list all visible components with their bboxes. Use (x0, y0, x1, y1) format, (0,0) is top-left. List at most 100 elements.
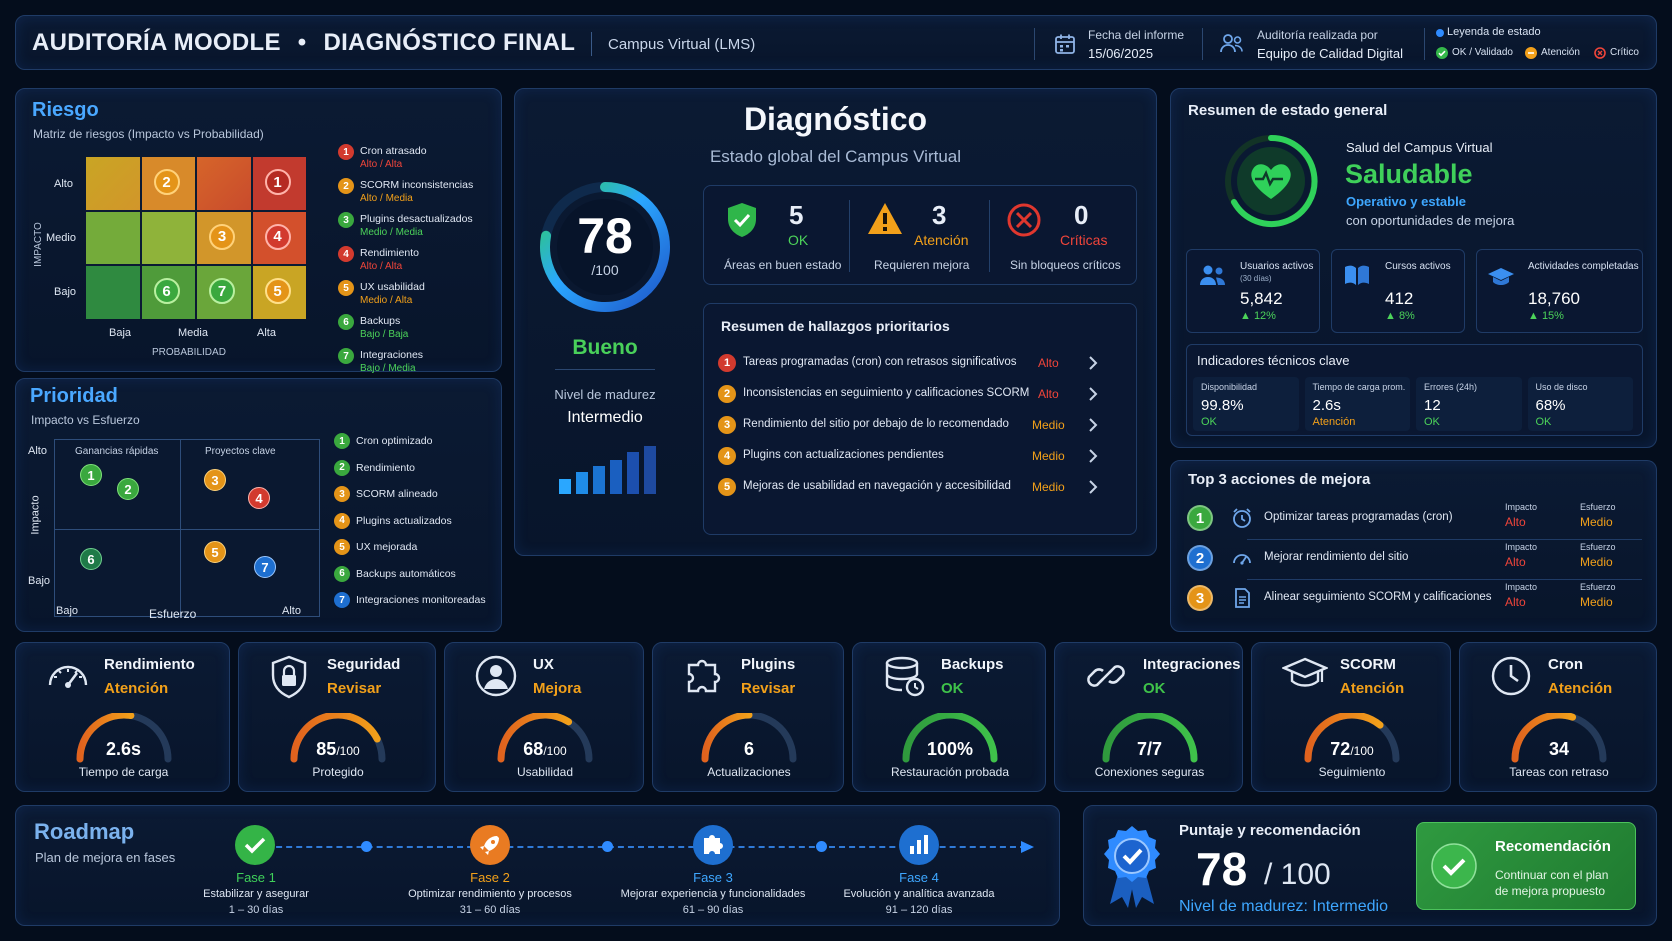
priority-marker-6[interactable]: 6 (80, 548, 102, 570)
book-icon (1344, 264, 1370, 286)
area-card-plugins[interactable]: Plugins Revisar 6 Actualizaciones (652, 642, 844, 792)
finding-row[interactable]: 2 Inconsistencias en seguimiento y califi… (718, 383, 1124, 407)
area-card-rendimiento[interactable]: Rendimiento Atención 2.6s Tiempo de carga (15, 642, 230, 792)
area-card-cron[interactable]: Cron Atención 34 Tareas con retraso (1459, 642, 1657, 792)
header-divider-3 (1424, 28, 1425, 60)
action-row[interactable]: 3 Alinear seguimiento SCORM y calificacio… (1187, 581, 1647, 615)
phase-3-desc: Mejorar experiencia y funcionalidades (620, 888, 806, 900)
score-ring-inner (557, 199, 653, 295)
phase-1-days: 1 – 30 días (228, 904, 284, 916)
area-card-seguridad[interactable]: Seguridad Revisar 85/100 Protegido (238, 642, 436, 792)
chevron-right-icon[interactable] (1088, 448, 1098, 464)
action-number: 2 (1187, 545, 1213, 571)
findings-box: Resumen de hallazgos prioritarios 1 Tarea… (703, 303, 1137, 535)
action-row[interactable]: 2 Mejorar rendimiento del sitio Impacto Alt… (1187, 541, 1647, 580)
area-status: Atención (1548, 680, 1613, 697)
tech-indicator: Tiempo de carga prom. 2.6s Atención (1304, 377, 1410, 431)
attention-count: 3 (932, 200, 947, 230)
link-icon (1085, 655, 1127, 697)
area-caption: Seguimiento (1318, 765, 1386, 779)
area-name: Plugins (741, 656, 796, 673)
summary-title: Resumen de estado general (1188, 102, 1388, 119)
risk-cell: 1 (252, 157, 306, 210)
priority-legend-number: 4 (334, 512, 350, 529)
finding-number: 2 (718, 385, 736, 403)
tech-indicator-label: Tiempo de carga prom. (1312, 382, 1406, 392)
priority-marker-5[interactable]: 5 (204, 541, 226, 563)
users-icon (1199, 264, 1227, 286)
risk-cell (197, 157, 251, 210)
gauge-fill (290, 713, 381, 763)
priority-legend-item: 6 Backups automáticos (334, 565, 499, 586)
risk-cell: 3 (197, 211, 251, 265)
phase-1-check-icon[interactable] (234, 824, 276, 866)
area-value: 2.6s (16, 739, 231, 760)
kpi-users-label: Usuarios activos (1240, 261, 1314, 272)
priority-marker-7[interactable]: 7 (254, 556, 276, 578)
priority-legend-item: 3 SCORM alineado (334, 486, 499, 506)
risk-marker-7[interactable]: 7 (209, 278, 235, 305)
finding-row[interactable]: 5 Mejoras de usabilidad en navegación y a… (718, 476, 1124, 500)
phase-2-days: 31 – 60 días (459, 904, 521, 916)
phase-2-rocket-icon[interactable] (469, 824, 511, 866)
area-name: Rendimiento (104, 656, 195, 673)
risk-marker-6[interactable]: 6 (153, 278, 180, 305)
area-card-integraciones[interactable]: Integraciones OK 7/7 Conexiones seguras (1054, 642, 1243, 792)
area-value: 7/7 (1055, 739, 1244, 760)
priority-marker-1[interactable]: 1 (80, 464, 102, 486)
risk-legend-item: 2 SCORM inconsistencias Alto / Media (338, 178, 498, 210)
area-card-backups[interactable]: Backups OK 100% Restauración probada (852, 642, 1046, 792)
recommendation-card[interactable]: Recomendación Continuar con el plan de m… (1416, 822, 1636, 910)
phase-4-analytics-icon[interactable] (898, 824, 940, 866)
area-card-ux[interactable]: UX Mejora 68/100 Usabilidad (444, 642, 644, 792)
risk-marker-1[interactable]: 1 (264, 169, 291, 195)
action-number: 3 (1187, 585, 1213, 611)
chevron-right-icon[interactable] (1088, 479, 1098, 495)
action-effort-value: Medio (1580, 595, 1613, 609)
chevron-right-icon[interactable] (1088, 355, 1098, 371)
document-icon (1231, 587, 1253, 609)
area-card-scorm[interactable]: SCORM Atención 72/100 Seguimiento (1251, 642, 1451, 792)
recommendation-title: Recomendación (1495, 838, 1611, 855)
priority-legend-name: Plugins actualizados (356, 514, 452, 527)
area-value: 34 (1460, 739, 1658, 760)
kpi-activities-delta: ▲ 15% (1528, 310, 1564, 322)
priority-marker-4[interactable]: 4 (248, 487, 270, 509)
heart-icon (1269, 177, 1273, 181)
finding-row[interactable]: 3 Rendimiento del sitio por debajo de lo … (718, 414, 1124, 438)
phase-4-desc: Evolución y analítica avanzada (843, 888, 995, 900)
chevron-right-icon[interactable] (1088, 417, 1098, 433)
timeline-arrow-icon (1021, 840, 1035, 854)
finding-text: Mejoras de usabilidad en navegación y ac… (743, 480, 1011, 492)
finding-row[interactable]: 1 Tareas programadas (cron) con retrasos … (718, 352, 1124, 376)
priority-marker-3[interactable]: 3 (204, 469, 226, 491)
area-value: 85/100 (239, 739, 437, 760)
risk-legend-level: Bajo / Media (360, 363, 416, 374)
risk-marker-5[interactable]: 5 (264, 278, 291, 305)
risk-marker-2[interactable]: 2 (153, 169, 180, 195)
action-effort-label: Esfuerzo (1580, 582, 1616, 592)
risk-matrix: 2 1 3 4 6 7 5 (86, 157, 306, 319)
tech-indicator: Uso de disco 68% OK (1527, 377, 1633, 431)
legend-attention-icon (1525, 47, 1537, 59)
finding-number: 3 (718, 416, 736, 434)
status-counts-box: 5 OK Áreas en buen estado 3 Atención Req… (703, 185, 1137, 285)
tech-indicator: Errores (24h) 12 OK (1416, 377, 1522, 431)
risk-marker-4[interactable]: 4 (264, 223, 291, 250)
tech-indicator-value: 2.6s (1312, 397, 1341, 414)
critical-count-desc: Sin bloqueos críticos (1010, 258, 1121, 272)
critical-x-icon (1006, 202, 1042, 238)
risk-marker-3[interactable]: 3 (209, 223, 235, 250)
risk-legend-item: 7 Integraciones Bajo / Media (338, 348, 498, 380)
priority-marker-2[interactable]: 2 (117, 478, 139, 500)
final-score-max: / 100 (1264, 858, 1331, 891)
risk-legend-item: 4 Rendimiento Alto / Alta (338, 246, 498, 278)
maturity-bars-icon (559, 442, 659, 494)
action-row[interactable]: 1 Optimizar tareas programadas (cron) Impa… (1187, 501, 1647, 540)
phase-3-puzzle-icon[interactable] (692, 824, 734, 866)
chevron-right-icon[interactable] (1088, 386, 1098, 402)
summary-panel: Resumen de estado general Salud del Camp… (1170, 88, 1657, 448)
area-status: Mejora (533, 680, 582, 697)
finding-row[interactable]: 4 Plugins con actualizaciones pendientes M… (718, 445, 1124, 469)
tech-title: Indicadores técnicos clave (1197, 353, 1350, 368)
